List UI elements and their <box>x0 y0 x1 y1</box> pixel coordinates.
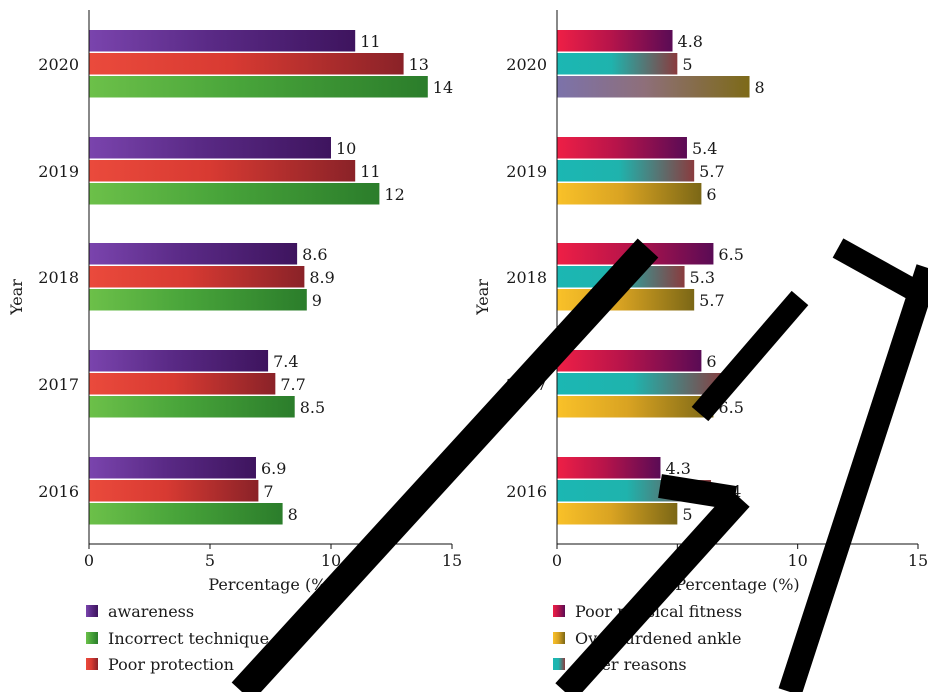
panel-1-bar-2020-awareness <box>89 30 356 52</box>
panel-1-value-label: 7.7 <box>280 375 305 394</box>
panel-2-y-axis-title: Year <box>473 279 492 316</box>
watermark-stroke <box>658 474 737 510</box>
panel-1-y-tick-label: 2016 <box>38 482 79 501</box>
panel-2-bar-2016-overburdened-ankle <box>557 503 678 525</box>
panel-1-y-tick-label: 2020 <box>38 55 79 74</box>
panel-2-bar-2020-poor-physical-fitness <box>557 30 673 52</box>
panel-2-x-tick-label: 0 <box>552 551 562 570</box>
panel-1-value-label: 10 <box>336 139 356 158</box>
panel-2-y-tick-label: 2020 <box>506 55 547 74</box>
panel-2-y-tick-label: 2016 <box>506 482 547 501</box>
panel-2-value-label: 4.3 <box>665 459 690 478</box>
panel-1-legend-swatch-poor-protection <box>86 658 98 670</box>
watermark <box>231 238 928 692</box>
panel-2-x-axis-title: Percentage (%) <box>675 575 799 594</box>
panel-2-value-label: 6 <box>706 185 716 204</box>
panel-1-x-tick-label: 5 <box>205 551 215 570</box>
panel-1-y-tick-label: 2018 <box>38 268 79 287</box>
panel-1-bar-2020-incorrect-technique <box>89 76 428 98</box>
panel-2-value-label: 5.7 <box>699 162 724 181</box>
panel-2-legend-swatch-overburdened-ankle <box>553 632 565 644</box>
panel-1-value-label: 8.9 <box>309 268 334 287</box>
panel-1-value-label: 8.5 <box>300 398 325 417</box>
panel-2-bar-2020-overburdened-ankle <box>557 76 750 98</box>
panel-1-value-label: 11 <box>360 32 380 51</box>
panel-1-value-label: 8 <box>288 505 298 524</box>
panel-2-x-tick-label: 10 <box>787 551 807 570</box>
panel-1-bar-2017-poor-protection <box>89 373 276 395</box>
panel-1-value-label: 11 <box>360 162 380 181</box>
panel-1-bar-2019-awareness <box>89 137 331 159</box>
panel-1-x-axis-title: Percentage (%) <box>208 575 332 594</box>
panel-2-x-tick-label: 15 <box>908 551 928 570</box>
panel-1-legend-label-awareness: awareness <box>108 602 194 621</box>
panel-1-value-label: 6.9 <box>261 459 286 478</box>
panel-1-x-tick-label: 10 <box>321 551 341 570</box>
panel-1-value-label: 7.4 <box>273 352 298 371</box>
watermark-stroke <box>691 290 809 422</box>
panel-2-y-tick-label: 2019 <box>506 162 547 181</box>
panel-1-bar-2019-incorrect-technique <box>89 183 380 205</box>
panel-1-bar-2017-awareness <box>89 350 269 372</box>
panel-2-bar-2017-other-reasons <box>557 373 726 395</box>
panel-2-bar-2019-other-reasons <box>557 160 695 182</box>
panel-2-bar-2017-overburdened-ankle <box>557 396 714 418</box>
panel-1-bar-2016-incorrect-technique <box>89 503 283 525</box>
panel-2-value-label: 5 <box>682 55 692 74</box>
panel-2-legend-swatch-other-reasons <box>553 658 565 670</box>
panel-1-bar-2017-incorrect-technique <box>89 396 295 418</box>
panel-2-bar-2019-poor-physical-fitness <box>557 137 687 159</box>
panel-1-bar-2019-poor-protection <box>89 160 356 182</box>
panel-2-bar-2016-poor-physical-fitness <box>557 457 661 479</box>
panel-1-y-tick-label: 2017 <box>38 375 79 394</box>
panel-2-bar-2019-overburdened-ankle <box>557 183 702 205</box>
panel-2-legend-swatch-poor-physical-fitness <box>553 605 565 617</box>
panel-1-legend-swatch-incorrect-technique <box>86 632 98 644</box>
panel-2-value-label: 5.4 <box>692 139 717 158</box>
panel-2-bar-2017-poor-physical-fitness <box>557 350 702 372</box>
panel-2-value-label: 5.7 <box>699 291 724 310</box>
panel-1-value-label: 7 <box>263 482 273 501</box>
panel-1-bar-2018-poor-protection <box>89 266 305 288</box>
panel-1-value-label: 9 <box>312 291 322 310</box>
panel-2-bar-2020-other-reasons <box>557 53 678 75</box>
watermark-stroke <box>832 238 928 308</box>
panel-1-legend-label-poor-protection: Poor protection <box>108 655 234 674</box>
panel-2-value-label: 6.5 <box>718 398 743 417</box>
panel-1-bar-2016-poor-protection <box>89 480 259 502</box>
panel-1-bar-2018-awareness <box>89 243 298 265</box>
panel-1-y-tick-label: 2019 <box>38 162 79 181</box>
panel-1-x-tick-label: 15 <box>442 551 462 570</box>
panel-1-value-label: 8.6 <box>302 245 327 264</box>
panel-1-bar-2016-awareness <box>89 457 256 479</box>
panel-2-value-label: 6.5 <box>718 245 743 264</box>
panel-1-bar-2020-poor-protection <box>89 53 404 75</box>
panel-2-y-tick-label: 2018 <box>506 268 547 287</box>
panel-1-value-label: 13 <box>409 55 429 74</box>
panel-1-bar-2018-incorrect-technique <box>89 289 307 311</box>
watermark-stroke <box>555 489 750 692</box>
panel-2-value-label: 8 <box>755 78 765 97</box>
panel-1-legend-label-incorrect-technique: Incorrect technique <box>108 629 269 648</box>
panel-2-value-label: 4.8 <box>678 32 703 51</box>
panel-1-x-tick-label: 0 <box>84 551 94 570</box>
panel-2-value-label: 5.3 <box>690 268 715 287</box>
panel-1-y-axis-title: Year <box>7 279 26 316</box>
panel-1-legend-swatch-awareness <box>86 605 98 617</box>
panel-2-value-label: 6 <box>706 352 716 371</box>
panel-2-value-label: 5 <box>682 505 692 524</box>
panel-1-value-label: 12 <box>384 185 404 204</box>
panel-1-value-label: 14 <box>433 78 453 97</box>
watermark-stroke <box>231 238 659 692</box>
watermark-stroke <box>778 264 928 692</box>
